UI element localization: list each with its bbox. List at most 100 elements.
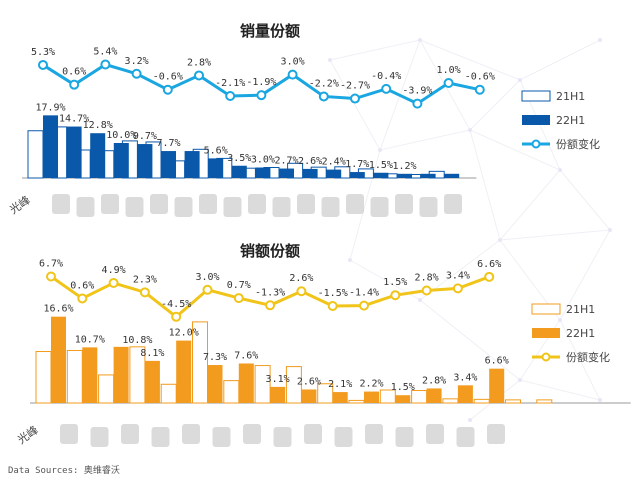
line-point-label: 0.7% [227, 280, 251, 291]
network-node [608, 228, 612, 232]
network-edge [499, 169, 561, 241]
network-node [378, 148, 382, 152]
bar-21h1 [473, 398, 490, 404]
bar-label-22h1: 7.7% [156, 138, 180, 149]
line-point-label: -1.3% [255, 287, 285, 298]
line-point-label: 5.3% [31, 47, 55, 58]
line-point [171, 311, 182, 322]
line-point-label: 5.4% [93, 47, 117, 58]
blurred-category-label [487, 424, 505, 444]
network-node [498, 238, 502, 242]
bar-22h1 [279, 168, 294, 178]
blurred-category-label [243, 424, 261, 444]
network-node [468, 128, 472, 132]
line-point-label: -0.4% [371, 71, 401, 82]
line-point [38, 59, 48, 70]
blurred-category-label [419, 197, 438, 217]
bar-label-22h1: 2.2% [359, 379, 383, 390]
line-point [256, 90, 267, 101]
line-point [139, 287, 150, 298]
line-point-label: -2.1% [215, 78, 245, 89]
line-point-label: -2.7% [340, 81, 370, 92]
line-point-label: 2.3% [133, 274, 157, 285]
bar-22h1 [208, 158, 224, 178]
line-point [287, 69, 298, 80]
line-point [202, 284, 213, 295]
line-point [484, 271, 495, 282]
bar-label-22h1: 7.6% [234, 350, 258, 361]
bar-21h1 [35, 351, 52, 404]
bar-22h1 [301, 389, 317, 403]
bar-label-22h1: 2.6% [297, 376, 321, 387]
network-edge [419, 299, 521, 381]
bar-21h1 [192, 321, 208, 404]
line-point [265, 300, 276, 311]
line-point [412, 98, 423, 109]
line-point [77, 293, 88, 304]
blurred-category-label [321, 197, 340, 217]
network-edge [559, 229, 611, 321]
bar-22h1 [161, 151, 176, 178]
bar-label-22h1: 1.5% [369, 160, 393, 171]
bar-21h1 [505, 399, 521, 404]
line-point [390, 290, 401, 301]
blurred-category-label [272, 197, 291, 217]
legend-swatch-line-dot [541, 352, 551, 362]
blurred-category-label [182, 424, 200, 444]
legend-label-21h1: 21H1 [566, 303, 595, 316]
bar-22h1 [326, 169, 342, 178]
line-point [69, 79, 80, 90]
bar-label-22h1: 10.0% [106, 130, 136, 141]
line-point-label: -3.9% [402, 86, 432, 97]
line-point-label: -0.6% [153, 72, 183, 83]
blurred-category-label [121, 424, 139, 444]
blurred-category-label [370, 197, 389, 217]
bar-22h1 [113, 346, 129, 403]
bar-22h1 [270, 386, 286, 403]
line-point-label: -2.2% [309, 78, 339, 89]
line-point [46, 271, 56, 282]
bar-21h1 [27, 130, 44, 179]
bar-21h1 [223, 380, 240, 404]
bar-label-22h1: 1.5% [391, 382, 415, 393]
network-edge [419, 39, 521, 81]
bar-label-21h1: 10.8% [122, 335, 152, 346]
bar-label-22h1: 17.9% [35, 102, 65, 113]
bar-22h1 [82, 347, 98, 403]
legend-label-line: 份额变化 [556, 137, 600, 151]
bar-21h1 [348, 399, 365, 404]
bar-22h1 [90, 133, 106, 178]
bar-22h1 [66, 126, 82, 178]
blurred-category-label [150, 194, 168, 214]
bar-label-22h1: 3.4% [453, 372, 477, 383]
network-edge [559, 169, 611, 231]
line-point [225, 91, 236, 102]
bar-22h1 [43, 115, 58, 178]
network-edge [519, 39, 601, 81]
bar-22h1 [207, 365, 223, 403]
bar-label-22h1: 2.8% [422, 375, 446, 386]
bar-22h1 [302, 168, 318, 178]
blurred-category-label [248, 194, 266, 214]
blurred-category-label [334, 427, 353, 447]
bar-22h1 [426, 388, 442, 403]
bar-22h1 [444, 173, 460, 178]
line-point-label: 2.6% [289, 273, 313, 284]
line-point [296, 286, 307, 297]
bar-label-22h1: 8.1% [140, 348, 164, 359]
line-point-label: 4.9% [102, 265, 126, 276]
bar-22h1 [395, 395, 411, 403]
bar-22h1 [457, 385, 473, 403]
line-point-label: 6.6% [477, 259, 501, 270]
bar-label-22h1: 2.4% [322, 157, 346, 168]
legend-swatch-22h1 [522, 115, 550, 125]
bar-label-22h1: 12.8% [83, 120, 113, 131]
line-point-label: -1.5% [318, 288, 348, 299]
line-point [474, 84, 485, 95]
bar-label-22h1: 7.3% [203, 352, 227, 363]
network-edge [469, 129, 561, 171]
line-point-label: 1.5% [383, 277, 407, 288]
bar-22h1 [144, 360, 160, 403]
